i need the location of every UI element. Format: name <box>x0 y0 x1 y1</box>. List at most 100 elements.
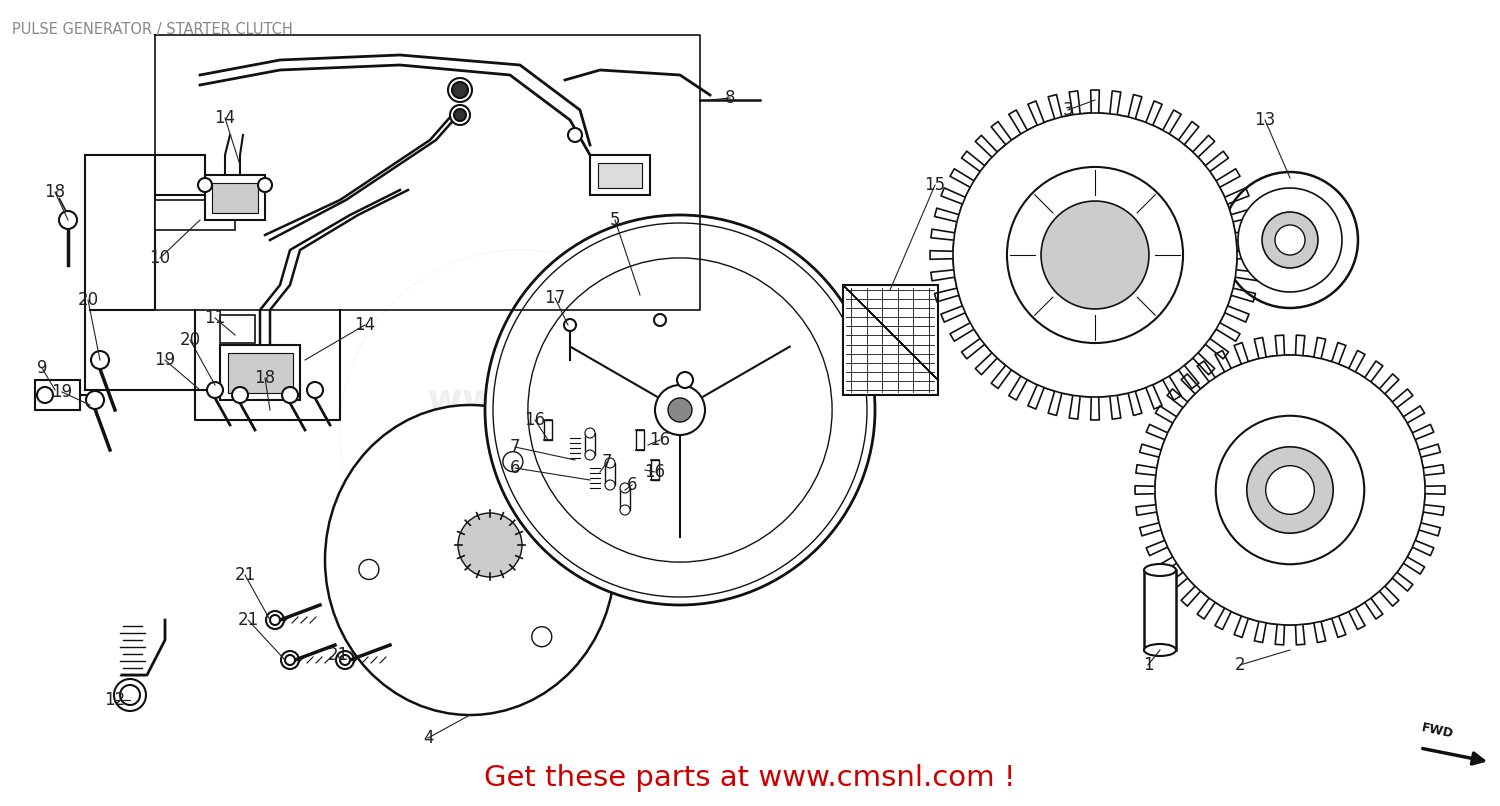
Polygon shape <box>1136 335 1444 645</box>
Circle shape <box>86 391 104 409</box>
Circle shape <box>120 685 140 705</box>
Circle shape <box>258 178 272 192</box>
Text: 6: 6 <box>510 459 520 477</box>
Text: 4: 4 <box>423 729 433 747</box>
Text: 15: 15 <box>924 176 945 194</box>
Text: 3: 3 <box>1062 101 1074 119</box>
Circle shape <box>656 385 705 435</box>
Circle shape <box>528 258 833 562</box>
Bar <box>604 463 615 485</box>
Bar <box>585 433 596 455</box>
Circle shape <box>232 387 248 403</box>
Text: PULSE GENERATOR / STARTER CLUTCH: PULSE GENERATOR / STARTER CLUTCH <box>12 22 292 37</box>
Circle shape <box>1262 212 1318 268</box>
Text: 17: 17 <box>544 289 566 307</box>
Text: 16: 16 <box>525 411 546 429</box>
Bar <box>598 163 642 188</box>
Bar <box>206 175 266 220</box>
Bar <box>211 183 258 213</box>
Circle shape <box>1215 416 1365 564</box>
Text: 14: 14 <box>214 109 236 127</box>
Text: 2: 2 <box>1234 656 1245 674</box>
Text: 14: 14 <box>354 316 375 334</box>
Bar <box>636 430 644 450</box>
Bar <box>154 200 236 230</box>
Circle shape <box>484 215 874 605</box>
Circle shape <box>38 387 52 403</box>
Circle shape <box>1041 201 1149 309</box>
Bar <box>1144 570 1176 650</box>
Circle shape <box>266 611 284 629</box>
Circle shape <box>1222 172 1358 308</box>
Circle shape <box>1007 167 1184 343</box>
Text: 9: 9 <box>36 359 48 377</box>
Circle shape <box>952 113 1238 397</box>
Circle shape <box>198 178 211 192</box>
Circle shape <box>668 398 692 422</box>
Circle shape <box>454 109 466 121</box>
Bar <box>220 345 300 400</box>
Circle shape <box>448 78 472 102</box>
Bar <box>228 353 292 393</box>
Circle shape <box>620 483 630 493</box>
Circle shape <box>452 82 468 98</box>
Text: 20: 20 <box>78 291 99 309</box>
Ellipse shape <box>1144 564 1176 576</box>
Text: 19: 19 <box>154 351 176 369</box>
Bar <box>544 420 552 440</box>
Bar <box>843 285 938 395</box>
Text: 11: 11 <box>204 309 225 327</box>
Bar <box>34 380 80 410</box>
Text: 5: 5 <box>609 211 621 229</box>
Circle shape <box>494 223 867 597</box>
Circle shape <box>308 382 322 398</box>
Circle shape <box>1266 466 1314 514</box>
Circle shape <box>285 655 296 665</box>
Text: 12: 12 <box>105 691 126 709</box>
Text: 7: 7 <box>602 453 612 471</box>
Circle shape <box>564 319 576 331</box>
Text: CMSNL: CMSNL <box>392 426 588 474</box>
Circle shape <box>604 458 615 468</box>
Circle shape <box>450 105 470 125</box>
Circle shape <box>336 651 354 669</box>
Circle shape <box>340 655 350 665</box>
Circle shape <box>654 314 666 326</box>
Circle shape <box>92 351 110 369</box>
Text: www: www <box>426 381 534 419</box>
Text: 8: 8 <box>724 89 735 107</box>
Text: 7: 7 <box>510 438 520 456</box>
Circle shape <box>568 128 582 142</box>
Text: 19: 19 <box>51 383 72 401</box>
Circle shape <box>676 372 693 388</box>
Circle shape <box>1155 355 1425 625</box>
Polygon shape <box>930 90 1260 420</box>
Circle shape <box>620 505 630 515</box>
Circle shape <box>207 382 224 398</box>
Circle shape <box>270 615 280 625</box>
Circle shape <box>1275 225 1305 255</box>
Ellipse shape <box>1144 644 1176 656</box>
Circle shape <box>1238 188 1342 292</box>
Text: 16: 16 <box>650 431 670 449</box>
Text: 18: 18 <box>255 369 276 387</box>
Bar <box>620 488 630 510</box>
Circle shape <box>58 211 76 229</box>
Text: 18: 18 <box>45 183 66 201</box>
Text: 1: 1 <box>1143 656 1154 674</box>
Circle shape <box>503 451 524 472</box>
Text: 13: 13 <box>1254 111 1275 129</box>
Circle shape <box>532 627 552 646</box>
Ellipse shape <box>326 405 615 715</box>
Text: 20: 20 <box>180 331 201 349</box>
Text: 10: 10 <box>150 249 171 267</box>
Text: 21: 21 <box>234 566 255 584</box>
Text: 21: 21 <box>237 611 258 629</box>
Text: 6: 6 <box>627 476 638 494</box>
Circle shape <box>585 428 596 438</box>
Circle shape <box>114 679 146 711</box>
Text: /: / <box>56 196 74 214</box>
Bar <box>651 460 658 480</box>
Text: Get these parts at www.cmsnl.com !: Get these parts at www.cmsnl.com ! <box>484 764 1016 792</box>
Bar <box>220 315 255 343</box>
